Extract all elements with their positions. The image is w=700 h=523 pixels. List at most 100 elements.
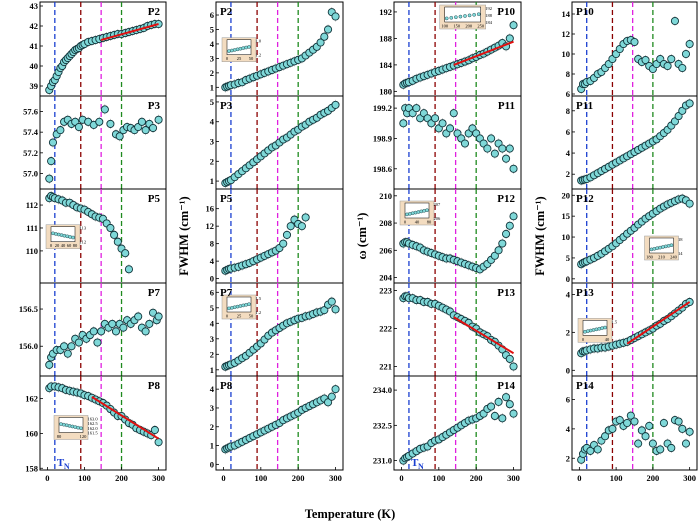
panel-c3-r4-point — [490, 411, 499, 421]
panel-c1-r3-ytick-label: 156.0 — [19, 341, 38, 351]
panel-c2-r0-inset-ytick: 1.2 — [256, 53, 262, 58]
panel-c1-r3-title: P7 — [148, 287, 161, 299]
panel-c4-r0-ytick-label: 6 — [566, 89, 570, 99]
panel-c1-r4-inset-ytick: 163.0 — [88, 416, 99, 421]
panel-c1-r1-point — [137, 117, 146, 126]
panel-c1-r2-points — [45, 190, 133, 275]
panel-c3-r1-ytick-label: 199.2 — [373, 103, 392, 113]
panel-c2-r0-title: P2 — [220, 6, 233, 18]
panel-c4-r0-title: P10 — [576, 6, 594, 18]
panel-c3-r3: 221 222 223 P13 — [379, 282, 522, 377]
panel-c3-r0-inset-ytick: 184 — [485, 20, 493, 25]
panel-c3-r2-title: P12 — [497, 193, 515, 205]
panel-c4-r3-ytick-label: 4 — [566, 289, 571, 299]
panel-c4-r4-point — [674, 417, 683, 426]
panel-c1-r4-inset-ytick: 162.5 — [88, 421, 99, 426]
panel-c2-r3-inset-point — [232, 305, 237, 310]
panel-c1-r0-fit-line — [100, 23, 159, 41]
panel-c3-r1-point — [505, 144, 514, 153]
panel-c3-r2-inset-xtick: 80 — [427, 220, 432, 225]
panel-c1-r1-points — [45, 104, 163, 184]
panel-c3-r1-point — [498, 144, 507, 153]
panel-c1-r2-inset-xtick: 0 — [50, 243, 53, 248]
panel-c1-r4-inset-ytick: 162.0 — [88, 426, 99, 431]
panel-c1-r1-ytick-label: 57.4 — [23, 127, 39, 137]
panel-c2-r3-inset-point — [230, 305, 234, 310]
panel-c2-r4: 0 1 2 3 4 0 100 200 300 P8 — [210, 375, 344, 483]
panel-c4-r4-point — [648, 439, 657, 448]
panel-c4-r4-point — [626, 411, 635, 420]
panel-c3-r1-title: P11 — [498, 100, 515, 112]
panel-c2-r4-points — [221, 384, 340, 455]
panel-c3-r2-point — [502, 229, 511, 239]
panel-c4-r4-xtick-label: 0 — [577, 473, 581, 483]
panel-c2-r1-ytick-label: 3 — [210, 137, 214, 147]
panel-c3-r2-ytick-label: 210 — [379, 191, 392, 201]
panel-c1-r3-point — [154, 312, 163, 321]
panel-c4-r0: 6 8 10 12 14 P10 — [562, 1, 698, 99]
panel-c1-r2-title: P5 — [148, 193, 161, 205]
panel-c3-r0-inset-point — [449, 15, 454, 20]
panel-c1-r3-point — [97, 327, 106, 336]
panel-c4-r2-inset-point — [655, 246, 660, 250]
panel-c1-r1-point — [95, 117, 104, 126]
panel-c1-r4-tn-label: T — [57, 457, 65, 469]
panel-c1-r1-ytick-label: 57.2 — [23, 148, 38, 158]
panel-c1-r1-ytick-label: 57.0 — [23, 169, 38, 179]
panel-c3-r4-title: P14 — [497, 380, 515, 392]
panel-c1-r4-ytick-label: 162 — [25, 394, 38, 404]
panel-c2-r0-inset-ytick: 1.0 — [256, 39, 262, 44]
panel-c1-r1-point — [47, 157, 56, 166]
panel-c1-r1-point — [48, 138, 58, 147]
panel-c1-r4-inset-point — [62, 422, 66, 427]
panel-c3-r1-point — [445, 124, 455, 133]
panel-c2-r3-inset-ytick: 1.2 — [256, 310, 262, 315]
panel-c1-r1-point — [115, 132, 124, 141]
panel-c1-r3-point — [141, 327, 150, 336]
panel-c1-r2-inset-xtick: 40 — [61, 243, 66, 248]
panel-c3-r2-inset-ytick: 206 — [434, 216, 442, 221]
panel-c3-r2-inset-point — [413, 210, 418, 215]
panel-c2-r4-xtick-label: 100 — [254, 473, 267, 483]
panel-c3-r4-xtick-label: 100 — [432, 473, 445, 483]
panel-c1-r1-point — [148, 123, 158, 133]
panel-c4-r4-point — [623, 418, 632, 428]
panel-c3-r2-inset-xtick: 0 — [404, 220, 407, 225]
panel-c4-r4-point — [593, 445, 602, 454]
panel-c3-r4-ytick-label: 234.0 — [373, 385, 392, 395]
panel-c2-r0-inset-point — [230, 48, 234, 53]
panel-c4-r3-inset-point — [586, 329, 590, 333]
panel-c2-r2-ytick-label: 12 — [206, 221, 215, 231]
panel-c3-r2-inset-point — [422, 208, 426, 213]
panel-c4-r1-title: P11 — [576, 100, 593, 112]
panel-c3-r2-point — [490, 251, 499, 260]
panel-c2-r1-ytick-label: 5 — [210, 97, 214, 107]
panel-c1-r3-point — [111, 327, 121, 336]
panel-c3-r0-fit-line — [453, 40, 514, 66]
panel-c1-r2-inset-point — [68, 235, 72, 239]
panel-c4-r4-xtick-label: 300 — [683, 473, 696, 483]
panel-c1-r2-ytick-label: 110 — [26, 246, 38, 256]
panel-c1-r3-point — [108, 319, 117, 328]
panel-c4-r0-ytick-label: 10 — [562, 49, 571, 59]
panel-c3-r2-inset-point — [419, 209, 424, 214]
panel-c2-r0-point — [320, 32, 329, 41]
panel-c4-r2-ytick-label: 15 — [562, 211, 571, 221]
panel-c1-r4-xtick-label: 300 — [152, 473, 165, 483]
panel-c4-r4-point — [630, 417, 639, 426]
panel-c3-r1: 198.6 198.9 199.2 P11 — [373, 95, 522, 190]
panel-c3-r0-inset-ytick: 192 — [485, 6, 492, 11]
panel-c4-r2-inset: 180 210 240 18 14 — [644, 235, 683, 261]
panel-c4-r2-inset-xtick: 210 — [658, 255, 666, 260]
panel-c3-r3-ytick-label: 223 — [379, 286, 392, 296]
panel-c3-r4: 231.0 232.5 234.0 0 100 200 300 P14 T N — [373, 375, 522, 483]
panel-c2-r2-points — [221, 212, 310, 276]
panel-c4-r4-point — [601, 432, 610, 441]
panel-c2-r2-ytick-label: 0 — [210, 274, 214, 284]
panel-c1-r3-point — [67, 342, 76, 351]
panel-c2-r2-title: P5 — [220, 193, 233, 205]
panel-c1-r2-inset: 0 20 40 60 80 113 112 — [45, 224, 87, 249]
panel-c4-r2-inset-ytick: 18 — [678, 237, 683, 242]
